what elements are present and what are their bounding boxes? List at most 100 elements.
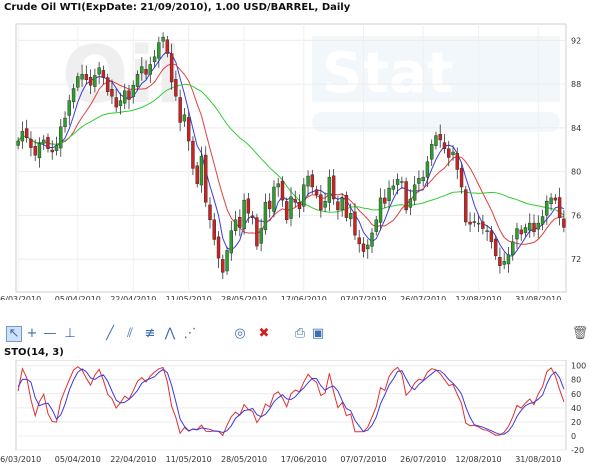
candle-body (169, 53, 174, 83)
watermark-right-text: Stat (322, 41, 454, 106)
candle-body (127, 90, 131, 100)
delete-tool-icon[interactable]: ✖ (258, 326, 270, 341)
fibonacci-tool-icon[interactable]: ≢ (144, 326, 156, 341)
candle-body (144, 69, 148, 75)
candle-body (331, 175, 336, 200)
sto-date-tick-label: 17/06/2010 (281, 455, 327, 464)
candle-body (327, 176, 332, 203)
sto-axis: -20 0 20 40 60 80 100 (571, 362, 586, 455)
price-chart: Oil Stat 72 76 80 84 88 92 16/03/2010 05/04/20… (0, 23, 581, 300)
candle-body (481, 221, 485, 229)
candle-body (216, 236, 221, 259)
candle-body (152, 56, 157, 63)
candle-body (59, 126, 63, 149)
candle-body (519, 229, 523, 235)
date-tick-label: 07/07/2010 (340, 295, 386, 300)
sto-tick-label: 80 (571, 376, 581, 385)
candle-body (562, 218, 566, 228)
sto-date-tick-label: 28/05/2010 (221, 455, 267, 464)
candle-body (212, 219, 216, 240)
date-axis: 16/03/2010 05/04/2010 22/04/2010 11/05/2010… (0, 295, 561, 300)
candle-body (374, 219, 378, 232)
candle-body (545, 201, 549, 216)
candle-body (71, 88, 76, 103)
zigzag-tool-icon[interactable]: ⋀ (164, 326, 176, 341)
candle-body (455, 153, 459, 170)
candle-body (434, 135, 438, 146)
sto-date-tick-label: 11/05/2010 (166, 455, 212, 464)
horizontal-line-tool-icon[interactable]: — (43, 326, 57, 341)
candle-body (370, 232, 374, 247)
candle-body (178, 97, 182, 123)
sto-date-tick-label: 05/04/2010 (55, 455, 101, 464)
candle-body (400, 181, 404, 183)
candle-body (88, 76, 93, 86)
candle-body (408, 198, 413, 208)
chart-title: Crude Oil WTI(ExpDate: 21/09/2010), 1.00… (4, 2, 351, 13)
candle-body (204, 154, 208, 203)
price-axis: 72 76 80 84 88 92 (571, 36, 581, 264)
candle-body (549, 197, 553, 205)
candle-body (118, 100, 123, 107)
date-tick-label: 22/04/2010 (110, 295, 156, 300)
candle-body (225, 250, 229, 272)
candle-body (476, 222, 481, 225)
candle-body (29, 138, 33, 148)
candle-body (361, 243, 366, 252)
trash-icon[interactable]: 🗑 (571, 326, 589, 341)
sto-tick-label: 40 (571, 404, 581, 413)
pointer-tool-icon[interactable]: ↖ (6, 326, 22, 342)
candle-body (186, 117, 191, 142)
candle-body (280, 180, 285, 201)
sto-tick-label: 60 (571, 390, 581, 399)
candle-body (310, 174, 315, 188)
candle-body (511, 241, 515, 256)
candle-body (297, 202, 302, 210)
price-tick-label: 76 (571, 211, 581, 220)
candle-body (319, 194, 323, 211)
candle-body (250, 215, 255, 218)
watermark-right-box (312, 36, 560, 102)
candle-body (123, 90, 127, 104)
stochastic-title: STO(14, 3) (4, 347, 64, 358)
candle-body (195, 165, 199, 184)
candle-body (412, 184, 417, 201)
crosshair-tool-icon[interactable]: + (26, 326, 38, 341)
candle-body (387, 187, 391, 201)
candle-body (353, 211, 357, 236)
candle-body (340, 197, 344, 211)
print-icon[interactable]: ⎙ (294, 326, 306, 341)
date-tick-label: 28/05/2010 (221, 295, 267, 300)
candle-body (37, 143, 42, 159)
candle-body (233, 219, 238, 231)
candle-body (344, 195, 349, 218)
candle-body (378, 197, 383, 223)
watermark-left-text: Oil (62, 31, 182, 121)
candle-body (105, 77, 110, 93)
date-tick-label: 11/05/2010 (166, 295, 212, 300)
sto-date-axis: 16/03/2010 05/04/2010 22/04/2010 11/05/2010… (0, 455, 561, 464)
candle-body (430, 144, 434, 160)
candle-body (165, 39, 170, 54)
candle-body (536, 222, 540, 230)
fan-tool-icon[interactable]: ⋰ (183, 326, 197, 341)
candle-body (323, 201, 327, 208)
price-tick-label: 88 (571, 80, 581, 89)
sto-k-line (17, 366, 565, 437)
candle-body (293, 199, 297, 203)
parallel-lines-tool-icon[interactable]: ⫽ (127, 326, 133, 341)
candle-body (191, 140, 195, 169)
comment-tool-icon[interactable]: ◎ (234, 326, 246, 341)
vertical-line-tool-icon[interactable]: ⊥ (64, 326, 76, 341)
save-icon[interactable]: ▣ (311, 326, 325, 341)
trend-line-tool-icon[interactable]: ╱ (106, 326, 114, 341)
candle-body (131, 85, 135, 98)
candle-body (421, 176, 425, 182)
candle-body (314, 189, 319, 195)
watermark-bar (312, 112, 560, 132)
candle-body (259, 228, 263, 244)
plot-frame (15, 23, 567, 293)
sto-date-tick-label: 26/07/2010 (400, 455, 446, 464)
candle-body (24, 128, 29, 138)
candle-body (506, 254, 511, 265)
